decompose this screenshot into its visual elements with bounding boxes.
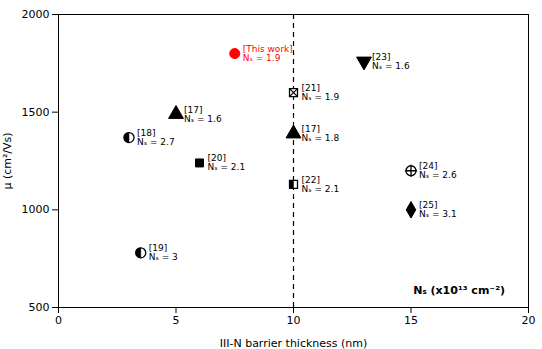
svg-text:20: 20 (522, 314, 536, 327)
svg-text:[23]Nₛ = 1.6: [23]Nₛ = 1.6 (372, 52, 410, 71)
svg-text:[19]Nₛ = 3: [19]Nₛ = 3 (149, 243, 178, 262)
svg-text:[18]Nₛ = 2.7: [18]Nₛ = 2.7 (137, 128, 175, 147)
svg-text:Nₛ (x10¹³ cm⁻²): Nₛ (x10¹³ cm⁻²) (413, 284, 505, 297)
svg-text:[17]Nₛ = 1.6: [17]Nₛ = 1.6 (184, 105, 222, 124)
svg-text:1000: 1000 (22, 203, 50, 216)
svg-text:15: 15 (404, 314, 418, 327)
svg-text:III-N barrier thickness (nm): III-N barrier thickness (nm) (220, 337, 368, 349)
svg-text:1500: 1500 (22, 106, 50, 119)
svg-text:[21]Nₛ = 1.9: [21]Nₛ = 1.9 (302, 83, 340, 102)
svg-text:[This work]Nₛ = 1.9: [This work]Nₛ = 1.9 (243, 44, 293, 63)
svg-text:5: 5 (173, 314, 180, 327)
svg-text:0: 0 (55, 314, 62, 327)
svg-text:10: 10 (287, 314, 301, 327)
svg-text:μ (cm²/Vs): μ (cm²/Vs) (1, 132, 14, 189)
svg-text:[25]Nₛ = 3.1: [25]Nₛ = 3.1 (419, 200, 457, 219)
svg-text:[17]Nₛ = 1.8: [17]Nₛ = 1.8 (302, 124, 340, 143)
svg-text:[20]Nₛ = 2.1: [20]Nₛ = 2.1 (208, 153, 246, 172)
svg-text:[24]Nₛ = 2.6: [24]Nₛ = 2.6 (419, 161, 457, 180)
svg-text:[22]Nₛ = 2.1: [22]Nₛ = 2.1 (302, 175, 340, 194)
svg-text:500: 500 (29, 301, 50, 314)
svg-text:2000: 2000 (22, 8, 50, 21)
